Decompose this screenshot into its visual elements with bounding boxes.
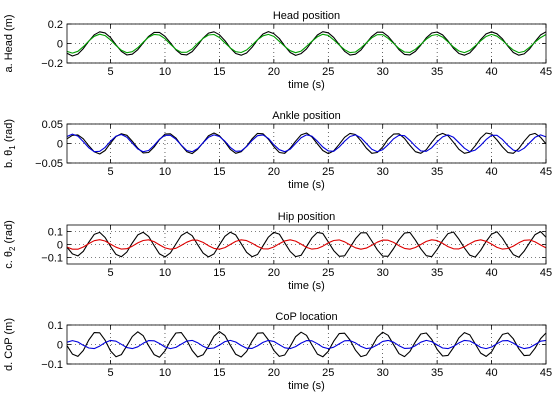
- x-tick-label: 5: [107, 267, 113, 279]
- x-tick-label: 35: [431, 367, 443, 379]
- chart-title: CoP location: [275, 311, 337, 323]
- x-tick-label: 30: [377, 267, 389, 279]
- x-tick-label: 10: [159, 367, 171, 379]
- x-tick-label: 20: [268, 166, 280, 178]
- x-tick-label: 15: [213, 267, 225, 279]
- x-tick-label: 30: [377, 66, 389, 78]
- x-tick-label: 35: [431, 66, 443, 78]
- x-tick-label: 25: [322, 267, 334, 279]
- y-tick-label: 0.1: [48, 227, 63, 239]
- x-tick-label: 15: [213, 367, 225, 379]
- y-tick-label: 0: [57, 139, 63, 151]
- chart-title: Hip position: [278, 211, 335, 223]
- x-tick-label: 25: [322, 166, 334, 178]
- y-axis-label: c. θ2 (rad): [3, 220, 17, 268]
- chart-panel-1: 5 10 15 20 25 30 35 40 45 −0.2 0 0.2 Head position ti…: [3, 10, 552, 91]
- x-tick-label: 10: [159, 267, 171, 279]
- y-tick-label: −0.1: [41, 359, 63, 371]
- x-tick-label: 20: [268, 267, 280, 279]
- series-line-1: [66, 231, 547, 258]
- x-tick-label: 35: [431, 267, 443, 279]
- x-tick-label: 20: [268, 66, 280, 78]
- x-tick-label: 45: [540, 66, 552, 78]
- chart-title: Head position: [273, 10, 340, 22]
- chart-title: Ankle position: [272, 110, 341, 122]
- series-line-1: [66, 331, 547, 358]
- series-line-2: [66, 133, 547, 153]
- x-tick-label: 45: [540, 367, 552, 379]
- series-line-2: [66, 33, 547, 54]
- x-axis-label: time (s): [288, 380, 325, 392]
- x-tick-label: 30: [377, 367, 389, 379]
- x-tick-label: 10: [159, 166, 171, 178]
- axes-box: [66, 23, 547, 64]
- y-tick-label: 0: [57, 39, 63, 51]
- x-tick-label: 25: [322, 367, 334, 379]
- axes-box: [66, 123, 547, 164]
- x-tick-label: 5: [107, 367, 113, 379]
- axes-box: [66, 324, 547, 365]
- x-tick-label: 15: [213, 166, 225, 178]
- x-tick-label: 25: [322, 66, 334, 78]
- x-tick-label: 35: [431, 166, 443, 178]
- y-tick-label: 0.05: [42, 119, 63, 131]
- y-tick-label: 0.2: [48, 19, 63, 31]
- axes-box: [66, 224, 547, 265]
- y-tick-label: 0: [57, 240, 63, 252]
- series-line-1: [66, 132, 547, 155]
- y-axis-label: a. Head (m): [3, 14, 15, 72]
- y-axis-label: b. θ1 (rad): [3, 119, 17, 168]
- y-tick-label: −0.1: [41, 253, 63, 265]
- x-tick-label: 5: [107, 66, 113, 78]
- y-tick-label: −0.2: [41, 58, 63, 70]
- series-line-2: [66, 239, 547, 250]
- x-axis-label: time (s): [288, 280, 325, 292]
- x-tick-label: 30: [377, 166, 389, 178]
- x-tick-label: 40: [485, 66, 497, 78]
- x-axis-label: time (s): [288, 79, 325, 91]
- x-tick-label: 40: [485, 166, 497, 178]
- x-axis-label: time (s): [288, 179, 325, 191]
- x-tick-label: 15: [213, 66, 225, 78]
- y-tick-label: −0.05: [35, 158, 63, 170]
- chart-panel-2: 5 10 15 20 25 30 35 40 45 −0.05 0 0.05 Ankle positio…: [3, 110, 552, 191]
- y-axis-label: d. CoP (m): [3, 318, 15, 371]
- series-line-1: [66, 31, 547, 57]
- x-tick-label: 20: [268, 367, 280, 379]
- x-tick-label: 45: [540, 267, 552, 279]
- chart-panel-4: 5 10 15 20 25 30 35 40 45 −0.1 0 0.1 CoP location tim…: [3, 311, 552, 392]
- x-tick-label: 45: [540, 166, 552, 178]
- x-tick-label: 40: [485, 267, 497, 279]
- x-tick-label: 40: [485, 367, 497, 379]
- chart-panel-3: 5 10 15 20 25 30 35 40 45 −0.100.1 Hip position tim…: [3, 211, 552, 292]
- y-tick-label: 0: [57, 340, 63, 352]
- x-tick-label: 5: [107, 166, 113, 178]
- x-tick-label: 10: [159, 66, 171, 78]
- y-tick-label: 0.1: [48, 320, 63, 332]
- series-line-2: [66, 339, 547, 350]
